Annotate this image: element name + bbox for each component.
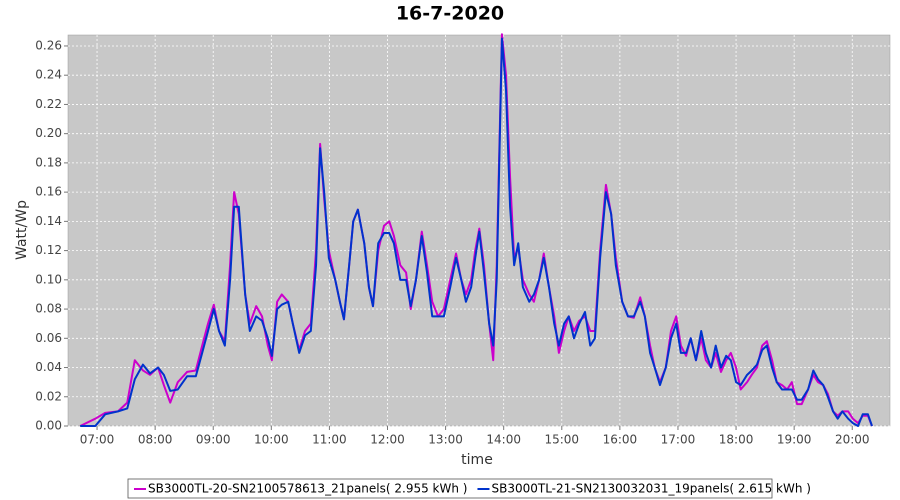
- x-tick-label: 07:00: [80, 433, 115, 447]
- grid: [68, 35, 890, 427]
- legend-box: [127, 478, 773, 499]
- y-tick-label: 0.22: [35, 97, 62, 111]
- y-tick-label: 0.26: [35, 38, 62, 52]
- x-axis-label: time: [461, 452, 493, 468]
- x-tick-label: 10:00: [254, 433, 289, 447]
- y-axis-label: Watt/Wp: [14, 200, 30, 260]
- y-tick-label: 0.20: [35, 126, 62, 140]
- chart-title: 16-7-2020: [396, 3, 504, 25]
- x-tick-label: 12:00: [370, 433, 405, 447]
- legend: SB3000TL-20-SN2100578613_21panels( 2.955…: [134, 482, 811, 496]
- x-tick-label: 18:00: [719, 433, 754, 447]
- x-tick-label: 17:00: [661, 433, 696, 447]
- x-tick-label: 19:00: [777, 433, 812, 447]
- x-tick-label: 14:00: [486, 433, 521, 447]
- y-tick-label: 0.06: [35, 331, 62, 345]
- x-tick-label: 11:00: [312, 433, 347, 447]
- series-lines: [79, 33, 873, 427]
- y-tick-label: 0.00: [35, 419, 62, 433]
- y-tick-label: 0.02: [35, 389, 62, 403]
- legend-label: SB3000TL-20-SN2100578613_21panels( 2.955…: [148, 482, 467, 496]
- y-tick-label: 0.10: [35, 272, 62, 286]
- y-tick-label: 0.12: [35, 243, 62, 257]
- x-tick-label: 13:00: [428, 433, 463, 447]
- series-line: [80, 37, 873, 427]
- x-tick-label: 08:00: [138, 433, 173, 447]
- y-tick-label: 0.14: [35, 214, 62, 228]
- x-tick-label: 15:00: [544, 433, 579, 447]
- legend-label: SB3000TL-21-SN2130032031_19panels( 2.615…: [491, 482, 810, 496]
- axes: 0.00 0.02 0.04 0.06 0.08 0.10 0.12 0.14 0.16 0.18…: [35, 38, 869, 446]
- y-tick-label: 0.08: [35, 302, 62, 316]
- y-tick-label: 0.16: [35, 185, 62, 199]
- y-tick-label: 0.24: [35, 68, 62, 82]
- x-tick-label: 09:00: [196, 433, 231, 447]
- y-tick-label: 0.18: [35, 155, 62, 169]
- x-tick-label: 16:00: [603, 433, 638, 447]
- x-tick-label: 20:00: [835, 433, 870, 447]
- y-tick-label: 0.04: [35, 360, 62, 374]
